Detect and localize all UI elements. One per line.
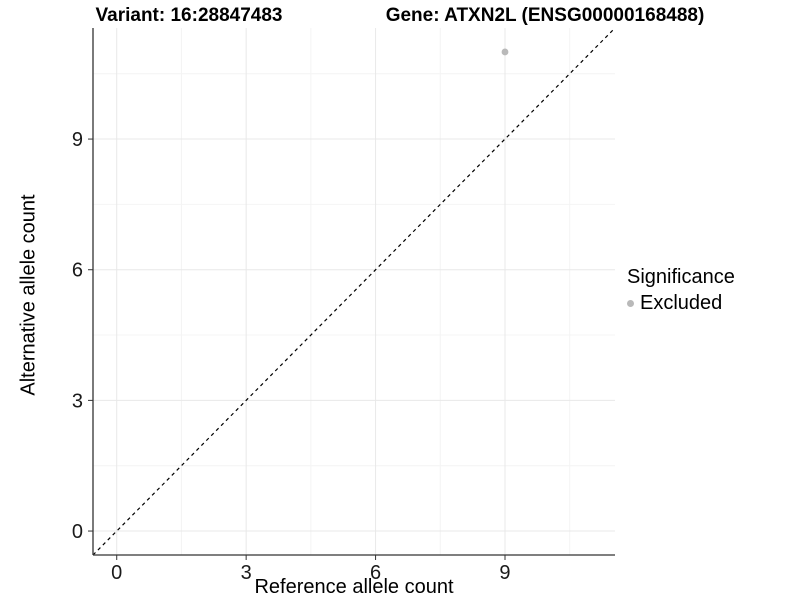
x-tick-label: 0	[111, 562, 122, 584]
excluded-point-swatch-icon	[627, 300, 634, 307]
y-tick-label: 3	[72, 390, 83, 412]
x-tick-label: 6	[370, 562, 381, 584]
y-tick-label: 9	[72, 129, 83, 151]
y-tick-label: 0	[72, 521, 83, 543]
x-tick-label: 9	[499, 562, 510, 584]
y-tick-label: 6	[72, 260, 83, 282]
data-point	[501, 48, 509, 56]
legend-title: Significance	[627, 266, 735, 288]
identity-line	[92, 27, 616, 556]
gene-title: Gene: ATXN2L (ENSG00000168488)	[385, 5, 705, 26]
x-axis-title: Reference allele count	[254, 576, 454, 598]
legend: Significance Excluded	[627, 266, 735, 315]
variant-title: Variant: 16:28847483	[95, 5, 283, 26]
legend-item-label: Excluded	[640, 292, 723, 314]
legend-item-excluded: Excluded	[627, 292, 735, 315]
y-axis-title: Alternative allele count	[17, 194, 40, 396]
x-tick-label: 3	[241, 562, 252, 584]
